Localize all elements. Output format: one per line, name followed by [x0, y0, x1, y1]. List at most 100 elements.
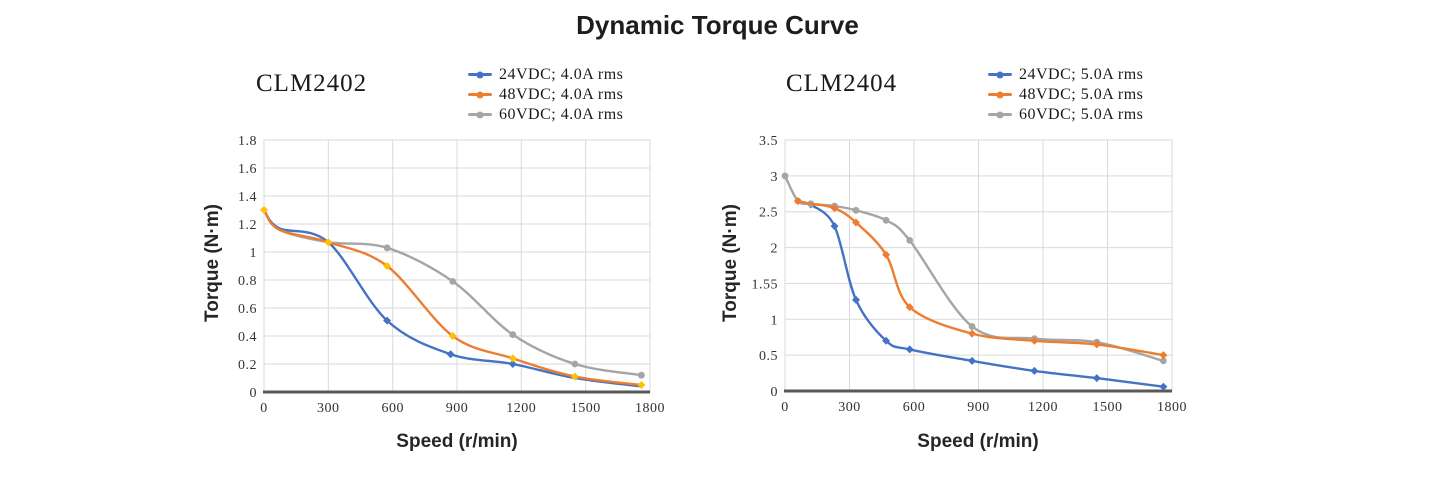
data-point-marker — [448, 332, 457, 340]
data-point-marker — [905, 303, 914, 312]
data-point-marker — [905, 345, 914, 354]
y-tick-label: 0.2 — [238, 358, 257, 373]
y-tick-label: 2 — [771, 242, 779, 257]
series-line-48vdc — [262, 208, 643, 387]
y-tick-label: 0.4 — [238, 330, 257, 345]
legend-item: 24VDC; 5.0A rms — [988, 65, 1143, 84]
y-tick-label: 3.5 — [759, 134, 778, 149]
data-point-marker — [852, 295, 860, 304]
series-line-24vdc — [809, 203, 1165, 388]
data-point-marker — [570, 372, 579, 381]
data-point-marker — [1092, 374, 1101, 383]
legend-item: 48VDC; 5.0A rms — [988, 85, 1143, 104]
x-tick-label: 600 — [381, 401, 404, 416]
torque-chart-clm2402: 0 300 600 900 1200 1500 1800 0 0.2 0.4 0.6 0.8 1 1.2 1… — [238, 134, 665, 416]
data-point-marker — [508, 360, 517, 368]
legend-label: 60VDC; 5.0A rms — [1019, 105, 1144, 123]
legend-label: 24VDC; 5.0A rms — [1019, 65, 1144, 83]
data-point-marker — [383, 262, 392, 270]
series-swatch-24vdc-icon — [988, 71, 1012, 78]
x-tick-label: 300 — [317, 401, 340, 416]
data-point-marker — [882, 216, 890, 224]
y-tick-label: 2.5 — [759, 206, 778, 221]
data-point-marker — [968, 323, 976, 330]
y-tick-label: 0.6 — [238, 302, 257, 317]
series-line-60vdc — [262, 208, 643, 377]
torque-chart-clm2404: 0 300 600 900 1200 1500 1800 0 0.5 1 1.55 2 2.5 3 3.5 — [752, 134, 1187, 415]
data-point-marker — [1159, 382, 1168, 391]
data-point-marker — [1160, 357, 1167, 365]
data-point-marker — [830, 222, 839, 231]
series-swatch-60vdc-icon — [468, 111, 492, 118]
y-tick-label: 3 — [771, 170, 779, 185]
data-point-marker — [383, 244, 391, 252]
y-tick-label: 0.5 — [759, 349, 778, 364]
data-point-marker — [260, 206, 268, 214]
x-tick-label: 900 — [967, 400, 990, 415]
series-swatch-60vdc-icon — [988, 111, 1012, 118]
x-tick-label: 1800 — [635, 401, 665, 416]
x-tick-label: 300 — [838, 400, 861, 415]
data-point-marker — [446, 350, 455, 359]
data-point-marker — [1092, 340, 1101, 349]
data-point-marker — [793, 197, 802, 205]
model-title-clm2404: CLM2404 — [786, 70, 898, 97]
y-tick-label: 1 — [771, 313, 779, 328]
x-tick-label: 900 — [446, 401, 469, 416]
legend-item: 60VDC; 5.0A rms — [988, 105, 1143, 124]
legend-label: 60VDC; 4.0A rms — [499, 105, 624, 123]
chart-title: Dynamic Torque Curve — [576, 10, 859, 40]
data-point-marker — [637, 381, 646, 389]
series-swatch-48vdc-icon — [988, 91, 1012, 98]
data-point-marker — [1030, 366, 1039, 375]
legend-item: 48VDC; 4.0A rms — [468, 85, 623, 104]
y-tick-label: 0 — [771, 385, 779, 400]
x-tick-label: 600 — [903, 400, 926, 415]
data-point-marker — [638, 371, 645, 379]
x-tick-label: 1200 — [1028, 400, 1058, 415]
data-point-marker — [852, 218, 860, 227]
data-point-marker — [324, 238, 333, 247]
series-swatch-24vdc-icon — [468, 71, 492, 78]
series-line-24vdc — [262, 208, 643, 388]
series-swatch-48vdc-icon — [468, 91, 492, 98]
data-point-marker — [968, 356, 977, 365]
data-point-marker — [1030, 336, 1039, 345]
data-point-marker — [906, 237, 914, 244]
y-tick-label: 1.4 — [238, 190, 257, 205]
x-tick-label: 1800 — [1157, 400, 1187, 415]
data-point-marker — [1159, 351, 1168, 360]
x-axis-title-right: Speed (r/min) — [917, 431, 1039, 452]
data-point-marker — [571, 360, 579, 368]
legend-label: 48VDC; 4.0A rms — [499, 85, 624, 103]
data-point-marker — [781, 172, 789, 180]
data-point-marker — [968, 329, 977, 338]
legend-item: 24VDC; 4.0A rms — [468, 65, 623, 84]
y-tick-label: 0.8 — [238, 274, 257, 289]
data-point-marker — [830, 204, 839, 213]
y-tick-label: 0 — [250, 386, 258, 401]
legend-label: 48VDC; 5.0A rms — [1019, 85, 1144, 103]
data-point-marker — [852, 206, 860, 214]
y-tick-label: 1 — [250, 246, 258, 261]
y-tick-label: 1.8 — [238, 134, 257, 149]
data-point-marker — [509, 331, 517, 338]
legend-clm2404: 24VDC; 5.0A rms 48VDC; 5.0A rms 60VDC; 5… — [988, 65, 1143, 124]
x-axis-title-left: Speed (r/min) — [396, 431, 518, 452]
y-tick-label: 1.6 — [238, 162, 257, 177]
x-tick-label: 0 — [260, 401, 268, 416]
x-tick-label: 1500 — [1093, 400, 1123, 415]
x-tick-label: 1200 — [506, 401, 536, 416]
data-point-marker — [449, 278, 457, 285]
legend-label: 24VDC; 4.0A rms — [499, 65, 624, 83]
model-title-clm2402: CLM2402 — [256, 70, 368, 97]
x-tick-label: 0 — [781, 400, 789, 415]
data-point-marker — [383, 316, 392, 325]
y-tick-label: 1.2 — [238, 218, 257, 233]
series-line-48vdc — [796, 199, 1165, 357]
data-point-marker — [508, 354, 517, 363]
legend-item: 60VDC; 4.0A rms — [468, 105, 623, 124]
data-point-marker — [882, 250, 891, 259]
legend-clm2402: 24VDC; 4.0A rms 48VDC; 4.0A rms 60VDC; 4… — [468, 65, 623, 124]
data-point-marker — [882, 336, 891, 345]
